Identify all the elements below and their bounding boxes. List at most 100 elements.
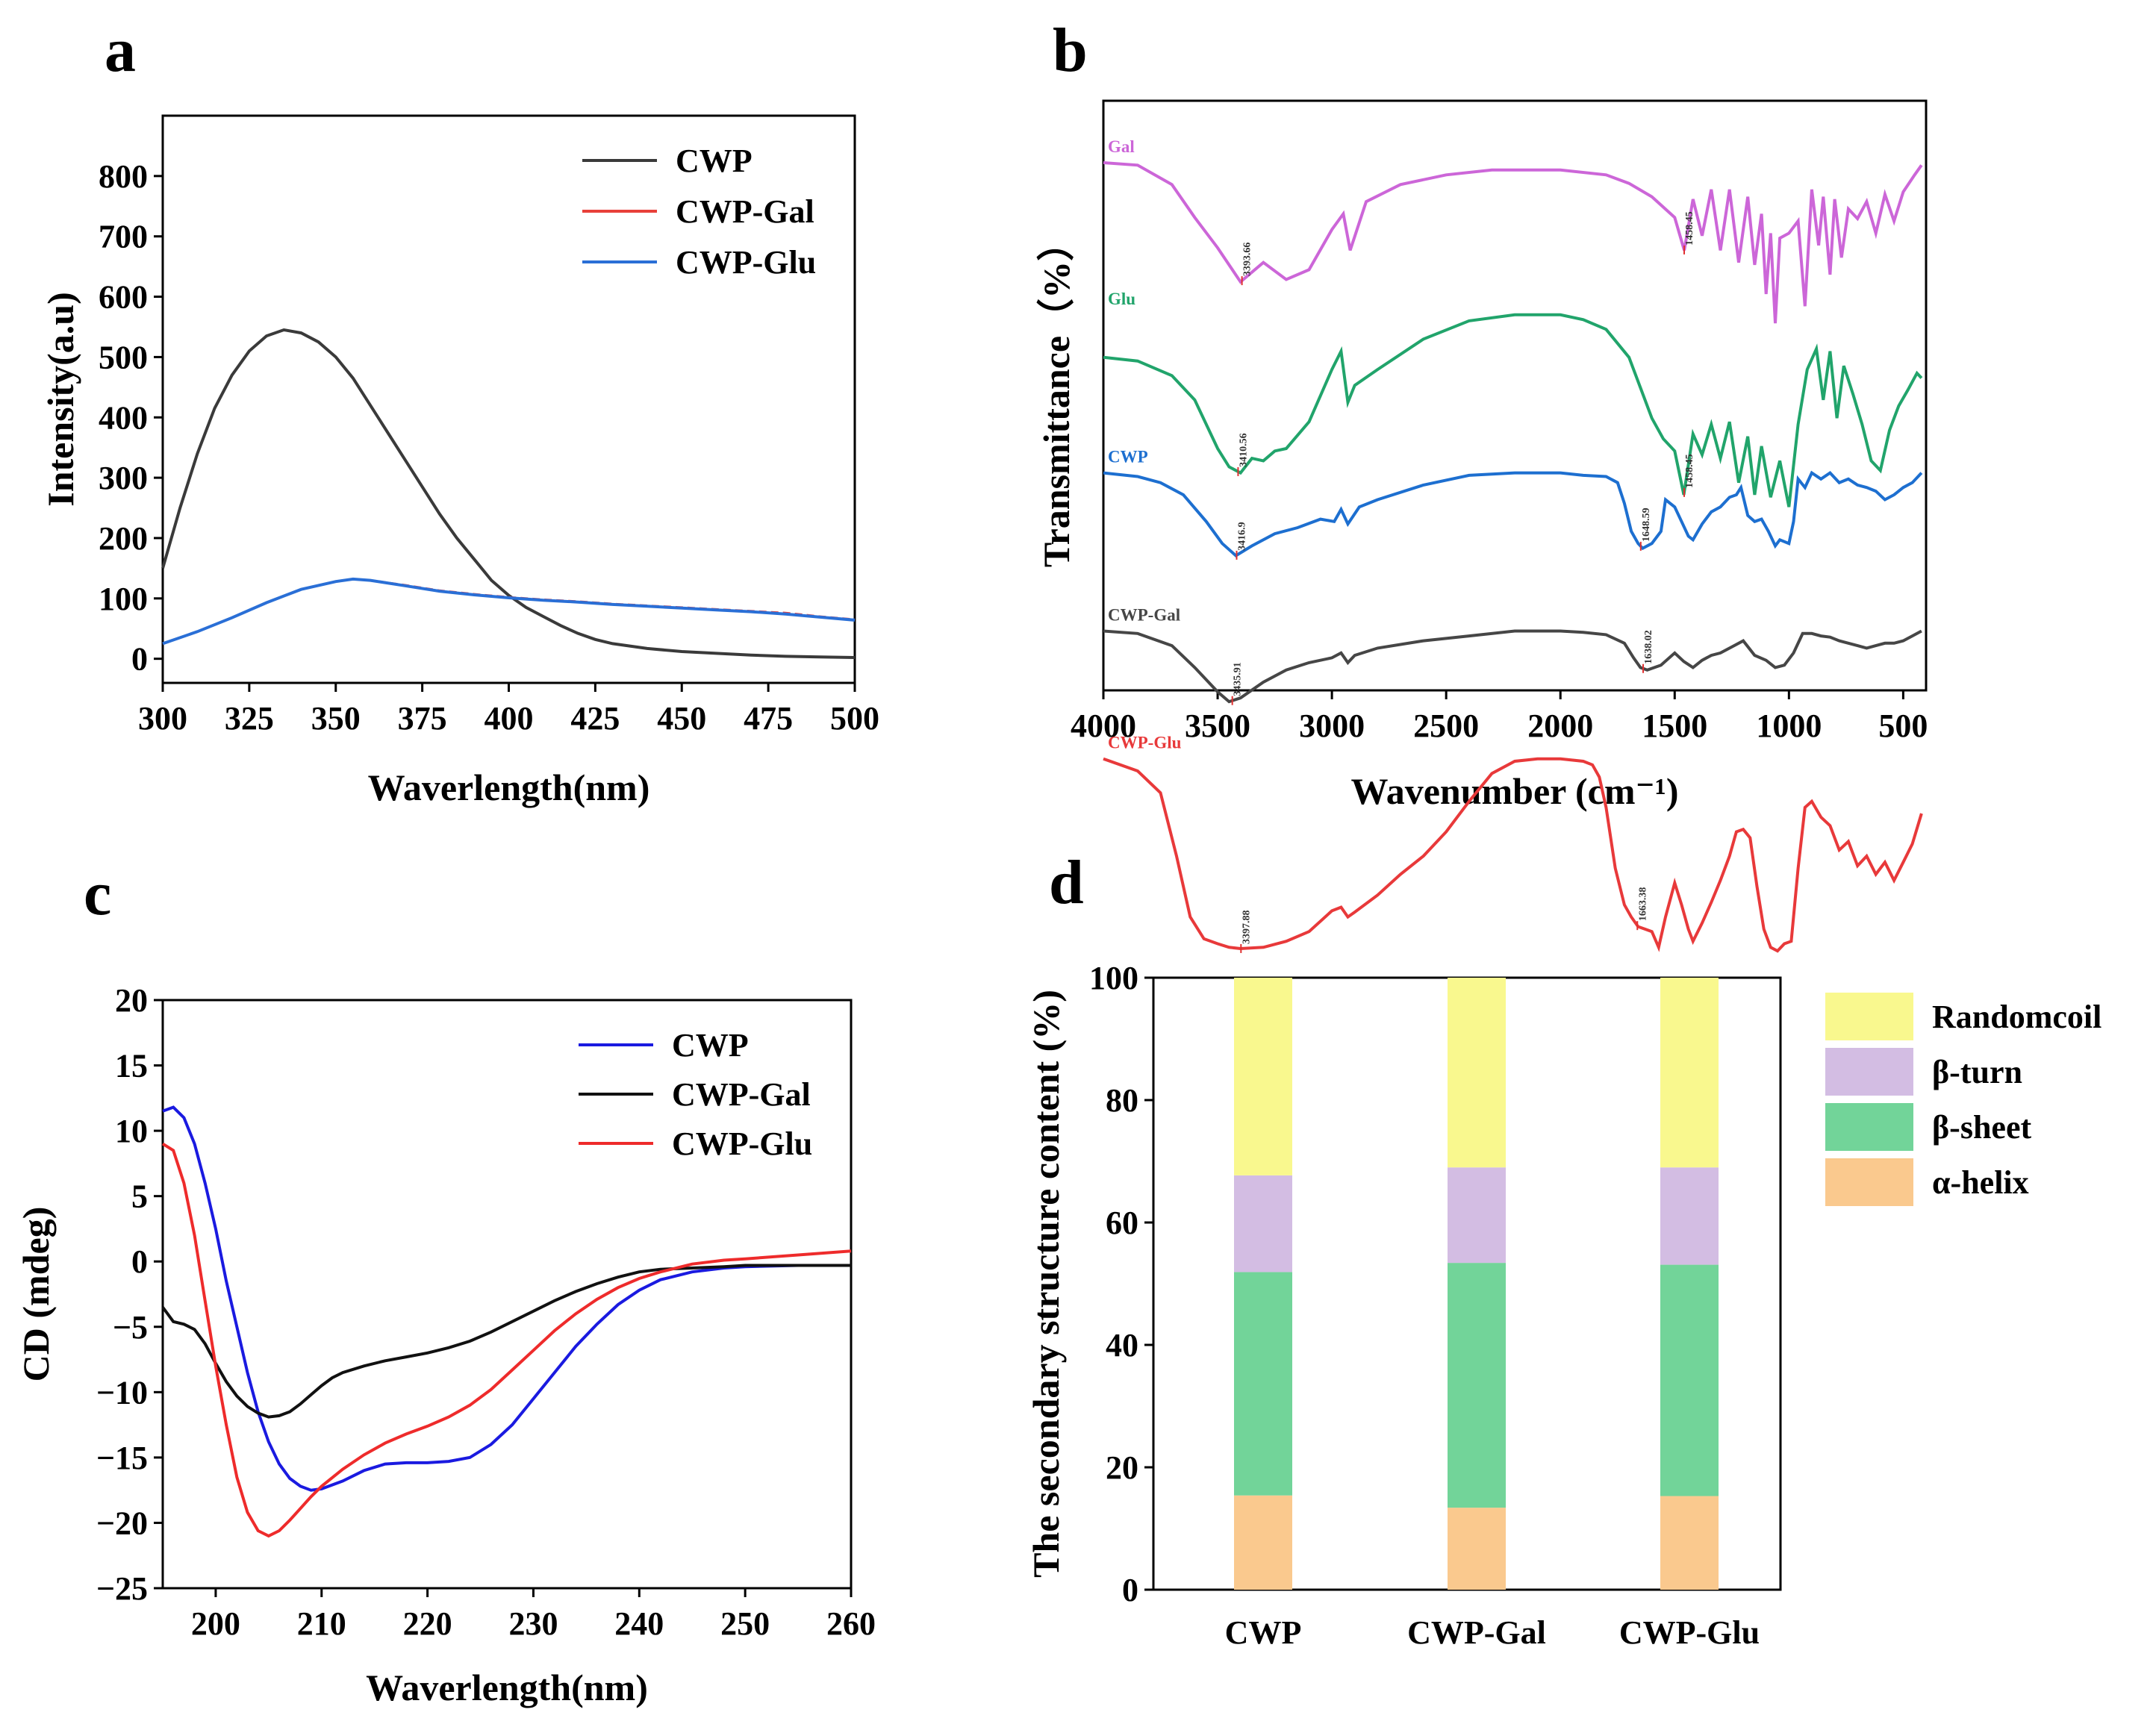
x-tick-label: 260 [826,1605,876,1642]
y-axis-label: Transmittance（%） [1035,224,1077,567]
bar-segment-cwp-helix [1234,1495,1292,1590]
y-tick-label: 60 [1106,1205,1138,1241]
series-group-gal: Gal 3393.66 1458.45 [1103,137,1923,324]
legend-label-cwp-glu: CWP-Glu [676,244,816,281]
bar-segment-cwp-turn [1234,1175,1292,1272]
peak-label: 3410.56 [1238,433,1249,467]
y-tick-label: 0 [1122,1572,1138,1608]
x-axis-label: Waverlength(nm) [366,1667,648,1708]
y-axis-label: Intensity(a.u) [40,292,81,507]
bar-segment-cwp-gal-turn [1448,1167,1506,1264]
x-category-label-cwp-gal: CWP-Gal [1407,1614,1546,1651]
y-tick-label: 600 [99,279,148,316]
x-tick-label: 300 [138,700,187,737]
x-tick-label: 2000 [1527,708,1593,744]
bar-segment-cwp-glu-turn [1660,1167,1719,1265]
bar-segment-cwp-glu-sheet [1660,1264,1719,1496]
series-line-cwp-glu [161,1142,852,1538]
y-tick-label: 15 [115,1048,148,1084]
bar-segment-cwp-gal-randomcoil [1448,978,1506,1168]
panel-a-line-chart: a 300 325 350 375 400 425 450 475 500 0 100 200 300 40… [40,16,879,808]
x-axis-label: Waverlength(nm) [368,766,650,808]
legend-label-helix: α-helix [1932,1164,2029,1201]
x-tick-label: 3000 [1299,708,1365,744]
y-tick-label: −15 [96,1440,148,1476]
x-tick-label: 220 [403,1605,452,1642]
series-line-cwp [162,1105,851,1492]
legend-label-turn: β-turn [1932,1054,2022,1090]
y-tick-label: 80 [1106,1082,1138,1119]
series-line-cwp-gal [1103,629,1922,704]
peak-label: 1458.45 [1684,454,1695,488]
x-tick-label: 375 [398,700,447,737]
y-tick-label: 10 [115,1113,148,1149]
series-line-cwp [1103,470,1923,558]
x-tick-label: 500 [1878,708,1928,744]
legend-label-cwp-gal: CWP-Gal [672,1076,811,1113]
y-tick-label: 200 [99,520,148,557]
y-axis-label: CD (mdeg) [15,1207,57,1382]
plot-frame [1102,99,1928,692]
legend-label-cwp: CWP [672,1027,749,1064]
y-tick-label: 500 [99,339,148,375]
series-group-cwp-gal: CWP-Gal 3435.91 1638.02 [1103,606,1922,705]
legend-swatch-turn [1825,1048,1913,1096]
panel-letter-c: c [84,859,111,928]
y-tick-label: −20 [96,1505,148,1541]
series-line-cwp-glu [162,577,856,646]
x-tick-label: 325 [225,700,274,737]
legend-label-sheet: β-sheet [1932,1109,2031,1146]
peak-label: 1638.02 [1643,630,1654,664]
bar-segment-cwp-glu-helix [1660,1496,1719,1590]
x-tick-label: 4000 [1071,708,1136,744]
x-tick-label: 210 [297,1605,346,1642]
peak-label: 3416.9 [1236,522,1247,551]
x-tick-label: 1500 [1642,708,1707,744]
legend-swatch-randomcoil [1825,993,1913,1040]
series-label-cwp-gal: CWP-Gal [1108,606,1180,625]
series-label-gal: Gal [1108,137,1135,156]
panel-d-stacked-bar-chart: d 0 20 40 60 80 100 CWP CWP-Gal CWP-Glu The second… [1025,848,2102,1651]
peak-label: 3397.88 [1241,910,1252,944]
legend-label-randomcoil: Randomcoil [1932,999,2102,1035]
peak-label: 1458.45 [1684,211,1695,246]
legend-label-cwp-glu: CWP-Glu [672,1125,812,1162]
bar-segment-cwp-sheet [1234,1272,1292,1496]
y-tick-label: 5 [131,1178,148,1215]
legend-label-cwp: CWP [676,143,753,179]
legend-label-cwp-gal: CWP-Gal [676,193,814,230]
bar-segment-cwp-gal-helix [1448,1508,1506,1590]
x-category-label-cwp-glu: CWP-Glu [1619,1614,1760,1651]
bar-segment-cwp-glu-randomcoil [1660,978,1719,1168]
series-label-cwp-glu: CWP-Glu [1108,734,1182,752]
y-tick-label: 20 [115,982,148,1019]
x-tick-label: 240 [614,1605,664,1642]
x-tick-label: 230 [508,1605,558,1642]
y-axis-label: The secondary structure content (%) [1025,990,1067,1578]
y-tick-label: −10 [96,1374,148,1411]
peak-label: 3435.91 [1233,662,1244,696]
panel-letter-a: a [105,16,136,85]
panel-b-ftir-chart: b 4000 3500 3000 2500 2000 1500 1000 500 Wavenumb… [1035,16,1928,953]
panel-letter-b: b [1053,16,1088,85]
series-label-cwp: CWP [1108,448,1148,466]
y-tick-label: 400 [99,399,148,436]
y-tick-label: 40 [1106,1327,1138,1364]
x-tick-label: 250 [720,1605,770,1642]
x-tick-label: 2500 [1413,708,1479,744]
series-line-gal [1103,161,1923,324]
x-tick-label: 350 [311,700,361,737]
x-tick-label: 3500 [1185,708,1250,744]
x-tick-label: 450 [657,700,706,737]
x-tick-label: 1000 [1756,708,1822,744]
series-line-cwp-glu [1103,757,1923,953]
y-tick-label: −5 [113,1309,148,1346]
series-group-cwp-glu: CWP-Glu 3397.88 1663.38 [1103,734,1923,953]
y-tick-label: 300 [99,460,148,496]
legend-swatch-helix [1825,1158,1913,1206]
x-axis-label: Wavenumber (cm⁻¹) [1350,770,1678,812]
x-tick-label: 200 [191,1605,240,1642]
series-group-cwp: CWP 3416.9 1648.59 [1103,448,1923,560]
x-category-label-cwp: CWP [1225,1614,1302,1651]
